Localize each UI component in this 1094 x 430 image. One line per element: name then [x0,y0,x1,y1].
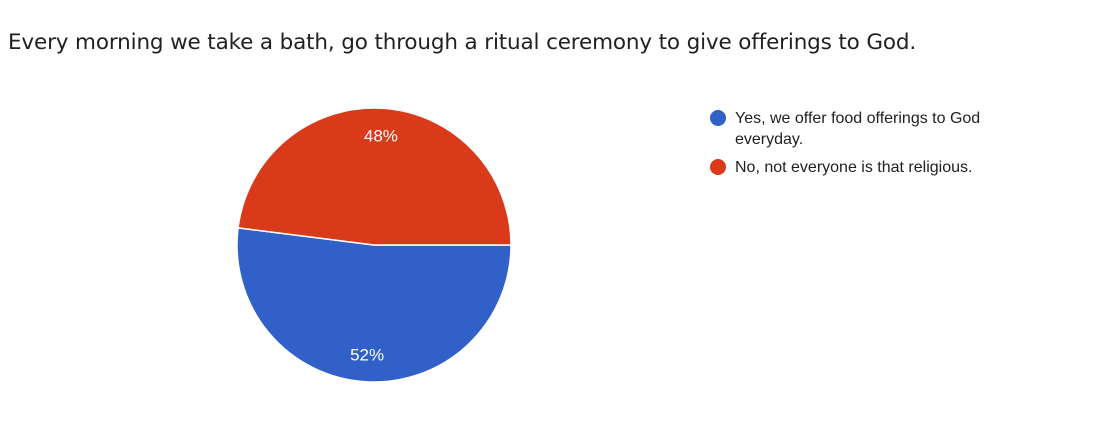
pie-slice-0[interactable] [236,226,512,383]
legend-item-yes[interactable]: Yes, we offer food offerings to God ever… [710,108,1050,150]
pie-slices [236,107,512,383]
legend-label-no: No, not everyone is that religious. [735,159,973,176]
pie-slice-1[interactable] [237,107,512,246]
question-title: Every morning we take a bath, go through… [8,30,917,55]
legend-swatch-yes [710,110,726,126]
pie-slice-label-1: 48% [364,127,398,146]
chart-legend: Yes, we offer food offerings to God ever… [710,108,1050,185]
legend-label-yes: Yes, we offer food offerings to God ever… [735,110,981,148]
pie-labels: 52% 48% [350,127,398,365]
pie-slice-label-0: 52% [350,345,384,364]
legend-item-no[interactable]: No, not everyone is that religious. [710,157,1050,178]
legend-swatch-no [710,159,726,175]
